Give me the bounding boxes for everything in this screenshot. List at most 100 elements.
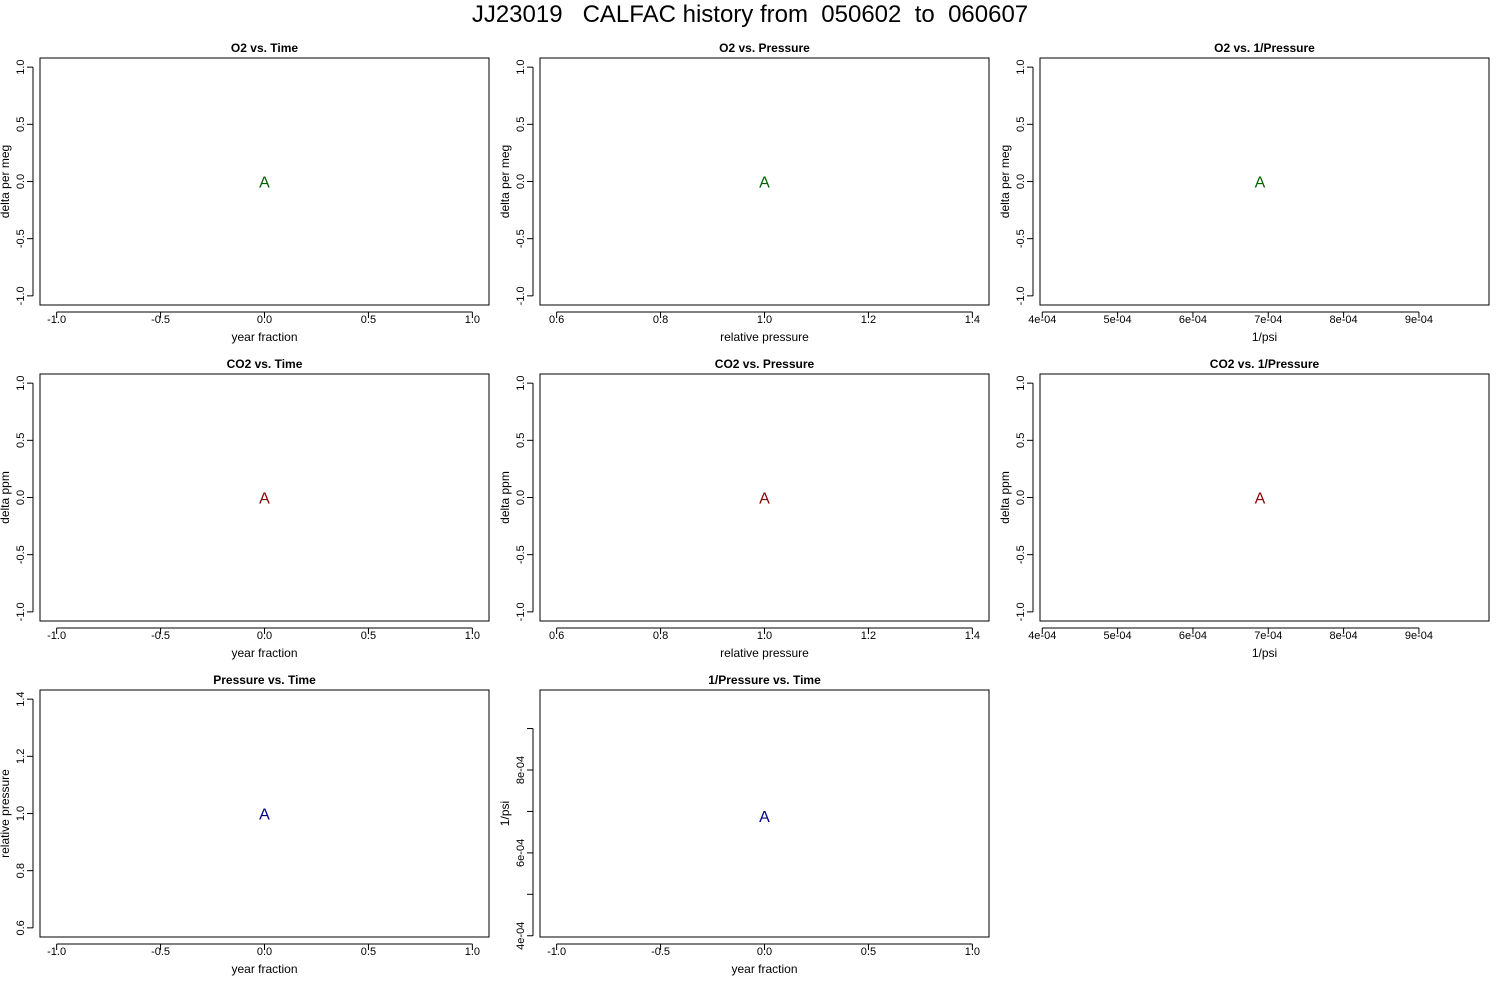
x-tick-label: 1.4 — [965, 630, 980, 642]
x-tick-label: 1.2 — [861, 630, 876, 642]
y-axis-label: 1/psi — [498, 801, 512, 826]
y-tick-label: 1.0 — [515, 375, 527, 390]
x-tick-label: -1.0 — [47, 314, 66, 326]
x-tick-label: 9e-04 — [1405, 630, 1433, 642]
chart-panel: CO2 vs. 1/Pressure 1/psi delta ppm 4e-04 5e-… — [998, 357, 1490, 660]
chart-panel: Pressure vs. Time year fraction relative p… — [0, 673, 490, 976]
chart-title: O2 vs. Pressure — [719, 41, 810, 55]
x-tick-label: 0.5 — [861, 946, 876, 958]
y-tick-label: 1.0 — [1015, 375, 1027, 390]
plot-frame — [1039, 57, 1490, 306]
x-axis-label: 1/psi — [1252, 330, 1277, 344]
y-tick-label: 0.0 — [1015, 490, 1027, 505]
chart-panel: 1/Pressure vs. Time year fraction 1/psi -1.… — [498, 673, 990, 976]
y-tick-label: -0.5 — [15, 229, 27, 248]
y-tick-label: -1.0 — [15, 286, 27, 305]
y-tick-label: 1.0 — [15, 375, 27, 390]
y-axis-label: relative pressure — [0, 769, 12, 858]
y-tick-label: -1.0 — [515, 286, 527, 305]
y-tick-label: -0.5 — [515, 545, 527, 564]
plot-frame — [39, 373, 490, 622]
chart-panel: CO2 vs. Pressure relative pressure delta p… — [498, 357, 990, 660]
y-tick-label: 0.0 — [1015, 174, 1027, 189]
y-tick-label: 0.5 — [1015, 433, 1027, 448]
x-tick-label: 0.0 — [257, 630, 272, 642]
y-tick-label: 1.4 — [15, 691, 27, 706]
chart-panel: O2 vs. Pressure relative pressure delta pe… — [498, 41, 990, 344]
y-axis-label: delta per meg — [498, 145, 512, 218]
chart-title: CO2 vs. Pressure — [715, 357, 815, 371]
chart-panel: O2 vs. 1/Pressure 1/psi delta per meg 4e-04… — [998, 41, 1490, 344]
y-tick-label: 8e-04 — [515, 756, 527, 784]
x-tick-label: 0.6 — [549, 630, 564, 642]
plot-frame — [539, 689, 990, 938]
x-tick-label: 5e-04 — [1104, 314, 1132, 326]
y-tick-label: 0.0 — [15, 174, 27, 189]
x-tick-label: 4e-04 — [1028, 314, 1056, 326]
y-axis-label: delta per meg — [998, 145, 1012, 218]
x-tick-label: -0.5 — [651, 946, 670, 958]
y-tick-label: -1.0 — [1015, 602, 1027, 621]
y-tick-label: -0.5 — [515, 229, 527, 248]
y-tick-label: 4e-04 — [515, 922, 527, 950]
x-tick-label: 1.0 — [965, 946, 980, 958]
x-tick-label: 0.5 — [361, 946, 376, 958]
x-axis-label: year fraction — [231, 646, 297, 660]
x-tick-label: 8e-04 — [1330, 314, 1358, 326]
x-tick-label: 1.0 — [757, 630, 772, 642]
chart-title: 1/Pressure vs. Time — [708, 673, 821, 687]
y-tick-label: 0.5 — [515, 433, 527, 448]
x-tick-label: 5e-04 — [1104, 630, 1132, 642]
y-axis-label: delta ppm — [998, 471, 1012, 524]
data-point: A — [259, 175, 270, 192]
x-tick-label: 0.0 — [257, 314, 272, 326]
data-point: A — [1255, 175, 1266, 192]
x-axis-label: year fraction — [231, 962, 297, 976]
y-tick-label: -0.5 — [1015, 545, 1027, 564]
y-tick-label: -1.0 — [515, 602, 527, 621]
y-tick-label: 1.0 — [1015, 59, 1027, 74]
chart-title: CO2 vs. Time — [227, 357, 303, 371]
x-tick-label: 7e-04 — [1254, 630, 1282, 642]
chart-title: O2 vs. Time — [231, 41, 298, 55]
x-tick-label: 0.8 — [653, 314, 668, 326]
chart-title: CO2 vs. 1/Pressure — [1210, 357, 1320, 371]
x-tick-label: 0.0 — [757, 946, 772, 958]
x-tick-label: -1.0 — [47, 946, 66, 958]
x-tick-label: -1.0 — [47, 630, 66, 642]
x-tick-label: 0.5 — [361, 630, 376, 642]
x-tick-label: 1.0 — [465, 314, 480, 326]
chart-title: O2 vs. 1/Pressure — [1214, 41, 1315, 55]
data-point: A — [1255, 491, 1266, 508]
x-tick-label: 0.0 — [257, 946, 272, 958]
data-point: A — [759, 175, 770, 192]
x-tick-label: 1.0 — [465, 946, 480, 958]
data-point: A — [259, 491, 270, 508]
data-point: A — [259, 807, 270, 824]
x-tick-label: -0.5 — [151, 946, 170, 958]
y-axis-label: delta ppm — [0, 471, 12, 524]
x-tick-label: 0.6 — [549, 314, 564, 326]
y-tick-label: 0.0 — [515, 490, 527, 505]
x-axis-label: year fraction — [731, 962, 797, 976]
y-tick-label: 1.0 — [515, 59, 527, 74]
y-tick-label: -0.5 — [15, 545, 27, 564]
y-tick-label: 1.2 — [15, 749, 27, 764]
page-title: JJ23019 CALFAC history from 050602 to 06… — [471, 1, 1029, 28]
y-tick-label: -1.0 — [15, 602, 27, 621]
x-tick-label: -0.5 — [151, 314, 170, 326]
chart-panel: O2 vs. Time year fraction delta per meg -1.… — [0, 41, 490, 344]
x-tick-label: 9e-04 — [1405, 314, 1433, 326]
x-tick-label: 1.4 — [965, 314, 980, 326]
y-tick-label: 0.8 — [15, 863, 27, 878]
y-tick-label: -0.5 — [1015, 229, 1027, 248]
x-tick-label: 1.0 — [465, 630, 480, 642]
x-axis-label: relative pressure — [720, 330, 809, 344]
x-axis-label: relative pressure — [720, 646, 809, 660]
plot-frame — [39, 689, 490, 938]
plot-frame — [539, 57, 990, 306]
y-tick-label: 0.5 — [15, 433, 27, 448]
x-tick-label: 1.2 — [861, 314, 876, 326]
x-tick-label: -1.0 — [547, 946, 566, 958]
